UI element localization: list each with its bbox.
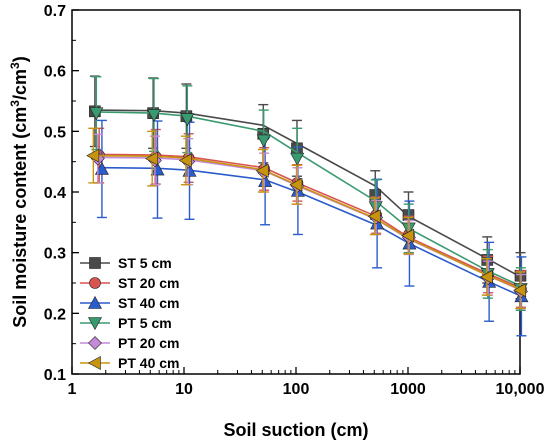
- legend-item: PT 20 cm: [80, 335, 179, 351]
- x-tick-label: 1000: [390, 381, 426, 398]
- y-tick-label: 0.4: [44, 185, 66, 202]
- legend-marker: [89, 257, 101, 269]
- data-point: [255, 163, 269, 178]
- data-point: [180, 113, 195, 127]
- series-group: [86, 75, 529, 337]
- x-tick-label: 10,000: [496, 381, 545, 398]
- y-tick-label: 0.3: [44, 246, 66, 263]
- legend-item: ST 5 cm: [80, 255, 172, 271]
- data-point: [479, 269, 493, 284]
- x-tick-label: 10: [175, 381, 193, 398]
- legend-label: ST 20 cm: [118, 275, 179, 291]
- data-point: [289, 177, 303, 192]
- legend-item: ST 40 cm: [80, 295, 179, 311]
- legend-label: PT 40 cm: [118, 355, 179, 371]
- legend-marker: [88, 336, 102, 350]
- x-axis-title: Soil suction (cm): [223, 420, 368, 440]
- legend-marker: [87, 355, 101, 371]
- y-tick-label: 0.5: [44, 124, 66, 141]
- legend-label: PT 20 cm: [118, 335, 179, 351]
- y-axis-title: Soil moisture content (cm3/cm3): [8, 56, 30, 327]
- data-point: [513, 283, 527, 298]
- data-point: [89, 107, 104, 121]
- data-point: [258, 173, 273, 187]
- legend-item: PT 5 cm: [80, 315, 172, 331]
- data-point: [145, 151, 158, 166]
- series-pt-40-cm: [86, 127, 527, 310]
- y-tick-label: 0.2: [44, 306, 66, 323]
- data-point: [367, 209, 381, 224]
- x-tick-label: 1: [68, 381, 77, 398]
- y-tick-label: 0.6: [44, 64, 66, 81]
- legend-marker: [87, 295, 103, 309]
- data-point: [147, 109, 162, 123]
- data-point: [178, 153, 192, 168]
- legend-marker: [87, 317, 103, 331]
- y-tick-label: 0.1: [44, 367, 66, 384]
- data-point: [256, 134, 271, 148]
- data-point: [94, 161, 109, 175]
- y-tick-label: 0.7: [44, 3, 66, 20]
- legend-label: ST 40 cm: [118, 295, 179, 311]
- axis-ticks: 1 10 100 1000 10,000 0.1 0.2 0.3 0.4 0.5 0.6 0.7: [44, 3, 545, 398]
- legend-label: ST 5 cm: [118, 255, 172, 271]
- legend-item: ST 20 cm: [80, 275, 179, 291]
- legend-marker: [89, 277, 101, 289]
- data-point: [290, 152, 305, 166]
- x-tick-label: 100: [283, 381, 310, 398]
- legend: ST 5 cm ST 20 cm ST 40 cm PT 5 cm PT 20 cm PT…: [80, 255, 179, 371]
- series-fit-line: [94, 109, 521, 278]
- data-point: [401, 228, 415, 243]
- series-pt-5-cm: [89, 76, 528, 311]
- legend-item: PT 40 cm: [80, 355, 179, 371]
- legend-label: PT 5 cm: [118, 315, 172, 331]
- data-point: [86, 148, 100, 163]
